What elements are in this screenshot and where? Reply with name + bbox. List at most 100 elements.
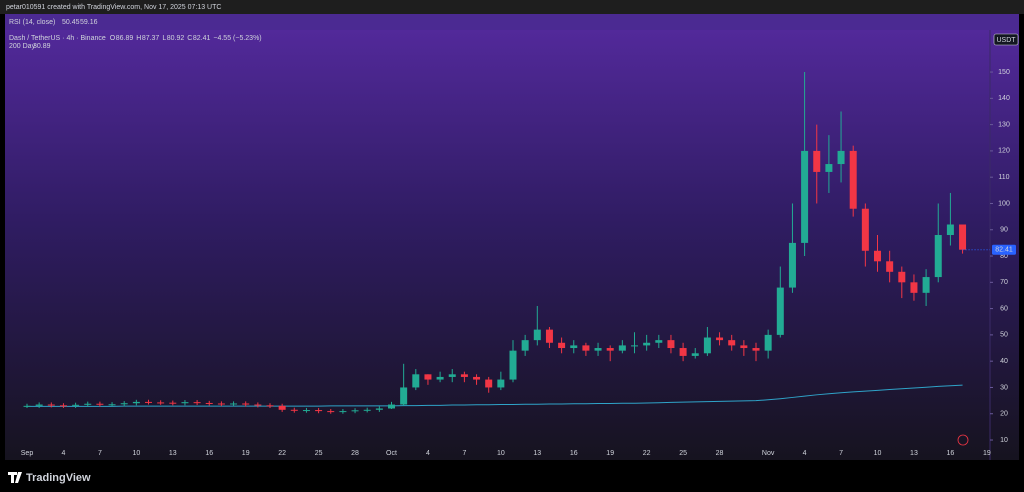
- candle-body: [302, 410, 310, 412]
- ma-name: 200 Day: [9, 43, 36, 50]
- candle-body: [837, 150, 845, 165]
- candle-body: [825, 164, 833, 172]
- x-tick-label: 16: [947, 450, 955, 457]
- candle-body: [84, 403, 92, 405]
- attribution: petar010591 created with TradingView.com…: [6, 4, 221, 11]
- candle-body: [545, 329, 553, 343]
- candle-body: [205, 402, 213, 404]
- x-tick-label: 13: [910, 450, 918, 457]
- candle-body: [424, 374, 432, 380]
- candle-body: [315, 410, 323, 412]
- candle-body: [509, 350, 517, 380]
- x-tick-label: 22: [643, 450, 651, 457]
- candle-body: [801, 150, 809, 243]
- candle-body: [193, 402, 201, 404]
- candle-body: [363, 409, 371, 411]
- ohlc-label: O: [110, 35, 116, 42]
- candle-body: [278, 405, 286, 410]
- x-tick-label: 4: [61, 450, 65, 457]
- candle-body: [558, 342, 566, 349]
- candle-body: [266, 405, 274, 407]
- candle-body: [788, 242, 796, 288]
- candle-body: [934, 235, 942, 278]
- footer-bar: [0, 460, 1024, 492]
- candle-body: [946, 224, 954, 236]
- candle-body: [47, 404, 55, 406]
- y-tick-label: 60: [1000, 305, 1008, 312]
- y-tick-label: 130: [998, 121, 1010, 128]
- candle-body: [96, 403, 104, 405]
- x-tick-label: 19: [606, 450, 614, 457]
- x-tick-label: 16: [570, 450, 578, 457]
- candle-body: [436, 376, 444, 380]
- y-tick-label: 110: [998, 174, 1009, 181]
- candle-body: [400, 387, 408, 405]
- candle-body: [728, 340, 736, 346]
- y-tick-label: 30: [1000, 384, 1008, 391]
- y-tick-label: 80: [1000, 253, 1008, 260]
- x-tick-label: 28: [351, 450, 359, 457]
- y-tick-label: 10: [1000, 437, 1008, 444]
- candle-body: [327, 411, 335, 413]
- x-tick-label: 19: [242, 450, 250, 457]
- candle-body: [716, 337, 724, 341]
- candle-body: [108, 404, 116, 406]
- y-tick-label: 50: [1000, 332, 1008, 339]
- candle-body: [959, 224, 967, 250]
- x-tick-label: Oct: [386, 450, 397, 457]
- rsi-value: 50.45: [62, 19, 80, 26]
- rsi-panel: [5, 14, 1019, 30]
- candle-body: [497, 379, 505, 388]
- ohlc-value: 80.92: [167, 35, 185, 42]
- candle-body: [217, 403, 225, 405]
- candle-body: [691, 353, 699, 356]
- x-tick-label: 13: [533, 450, 541, 457]
- candle-body: [230, 403, 238, 405]
- ohlc-label: C: [187, 35, 192, 42]
- currency-badge: [993, 33, 1019, 46]
- candle-body: [460, 374, 468, 377]
- y-tick-label: 140: [998, 95, 1010, 102]
- candle-body: [448, 374, 456, 377]
- candle-body: [412, 374, 420, 388]
- candle-body: [351, 410, 359, 412]
- candle-body: [594, 348, 602, 351]
- ohlc-value: 86.89: [116, 35, 134, 42]
- candle-body: [813, 150, 821, 172]
- ma-last: 30.89: [33, 43, 51, 50]
- ohlc-label: H: [136, 35, 141, 42]
- candle-body: [643, 342, 651, 346]
- candle-body: [72, 404, 80, 406]
- candle-body: [606, 348, 614, 351]
- y-tick-label: 100: [998, 200, 1010, 207]
- x-tick-label: Nov: [762, 450, 775, 457]
- candle-body: [752, 348, 760, 351]
- candle-body: [533, 329, 541, 341]
- x-tick-label: 10: [874, 450, 882, 457]
- y-tick-label: 150: [998, 69, 1010, 76]
- candle-body: [339, 411, 347, 413]
- candle-body: [631, 345, 638, 347]
- candle-body: [922, 277, 930, 293]
- top-bar: [0, 0, 1024, 14]
- candle-body: [886, 261, 894, 272]
- alert-icon[interactable]: [957, 434, 969, 446]
- last-price: 82.41: [995, 247, 1013, 254]
- x-tick-label: 10: [497, 450, 505, 457]
- change: −4.55 (−5.23%): [213, 35, 261, 42]
- currency: USDT: [996, 37, 1016, 44]
- x-tick-label: Sep: [21, 450, 34, 457]
- candle-body: [35, 404, 43, 406]
- candle-body: [181, 402, 189, 404]
- x-tick-label: 10: [132, 450, 140, 457]
- candle-body: [375, 408, 383, 410]
- candle-body: [473, 376, 481, 380]
- candle-body: [290, 409, 298, 411]
- ohlc-label: L: [162, 35, 166, 42]
- candle-body: [157, 402, 165, 404]
- x-tick-label: 7: [839, 450, 843, 457]
- candle-body: [242, 403, 250, 405]
- y-tick-label: 90: [1000, 227, 1008, 234]
- candle-body: [898, 271, 906, 283]
- x-tick-label: 7: [462, 450, 466, 457]
